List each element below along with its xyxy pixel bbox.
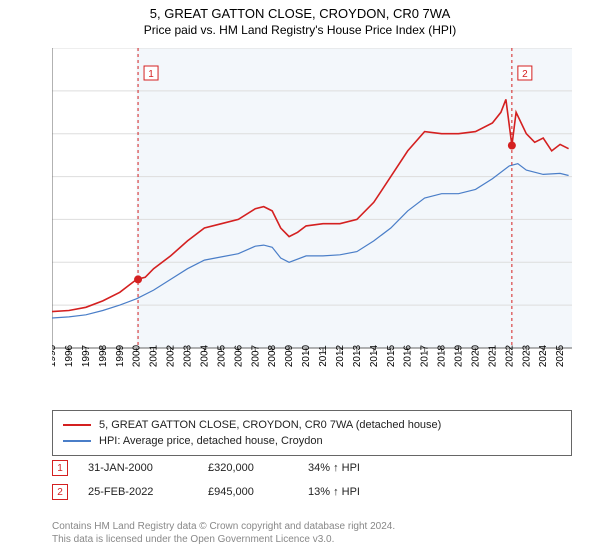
- svg-text:1: 1: [148, 69, 154, 80]
- chart-subtitle: Price paid vs. HM Land Registry's House …: [0, 21, 600, 37]
- svg-text:2013: 2013: [352, 344, 363, 367]
- chart-title: 5, GREAT GATTON CLOSE, CROYDON, CR0 7WA: [0, 0, 600, 21]
- legend-swatch: [63, 440, 91, 442]
- svg-text:1995: 1995: [52, 344, 58, 367]
- svg-text:2021: 2021: [487, 344, 498, 367]
- marker-price: £320,000: [208, 462, 308, 474]
- marker-row: 2 25-FEB-2022 £945,000 13% ↑ HPI: [52, 484, 572, 500]
- marker-badge: 2: [52, 484, 68, 500]
- svg-text:1997: 1997: [81, 344, 92, 367]
- svg-text:2023: 2023: [521, 344, 532, 367]
- legend-row: 5, GREAT GATTON CLOSE, CROYDON, CR0 7WA …: [63, 417, 561, 433]
- svg-text:2016: 2016: [403, 344, 414, 367]
- marker-price: £945,000: [208, 486, 308, 498]
- svg-text:2005: 2005: [216, 344, 227, 367]
- svg-text:1999: 1999: [115, 344, 126, 367]
- svg-text:2018: 2018: [437, 344, 448, 367]
- svg-text:2025: 2025: [555, 344, 566, 367]
- footnote-line: Contains HM Land Registry data © Crown c…: [52, 520, 572, 533]
- svg-text:2003: 2003: [183, 344, 194, 367]
- svg-text:2007: 2007: [250, 344, 261, 367]
- marker-pct: 34% ↑ HPI: [308, 462, 398, 474]
- svg-text:2009: 2009: [284, 344, 295, 367]
- marker-pct: 13% ↑ HPI: [308, 486, 398, 498]
- svg-text:2011: 2011: [318, 345, 329, 367]
- svg-text:2019: 2019: [454, 344, 465, 367]
- legend-label: 5, GREAT GATTON CLOSE, CROYDON, CR0 7WA …: [99, 417, 441, 433]
- svg-text:2001: 2001: [149, 344, 160, 367]
- svg-text:2002: 2002: [166, 344, 177, 367]
- svg-text:2010: 2010: [301, 344, 312, 367]
- footnote: Contains HM Land Registry data © Crown c…: [52, 520, 572, 546]
- legend-row: HPI: Average price, detached house, Croy…: [63, 433, 561, 449]
- marker-date: 31-JAN-2000: [88, 462, 208, 474]
- svg-text:2000: 2000: [132, 344, 143, 367]
- chart-plot: £0£200K£400K£600K£800K£1M£1.2M£1.4M19951…: [52, 48, 572, 368]
- footnote-line: This data is licensed under the Open Gov…: [52, 533, 572, 546]
- svg-text:2020: 2020: [470, 344, 481, 367]
- marker-date: 25-FEB-2022: [88, 486, 208, 498]
- svg-text:2015: 2015: [386, 344, 397, 367]
- svg-text:1998: 1998: [98, 344, 109, 367]
- legend-swatch: [63, 424, 91, 426]
- svg-text:2017: 2017: [420, 344, 431, 367]
- svg-text:2012: 2012: [335, 344, 346, 367]
- svg-text:2: 2: [522, 69, 528, 80]
- legend: 5, GREAT GATTON CLOSE, CROYDON, CR0 7WA …: [52, 410, 572, 456]
- svg-text:2014: 2014: [369, 344, 380, 367]
- svg-text:2022: 2022: [504, 344, 515, 367]
- legend-label: HPI: Average price, detached house, Croy…: [99, 433, 323, 449]
- svg-text:2006: 2006: [233, 344, 244, 367]
- svg-text:2024: 2024: [538, 344, 549, 367]
- svg-text:2004: 2004: [199, 344, 210, 367]
- marker-badge: 1: [52, 460, 68, 476]
- svg-text:1996: 1996: [64, 344, 75, 367]
- svg-text:2008: 2008: [267, 344, 278, 367]
- marker-row: 1 31-JAN-2000 £320,000 34% ↑ HPI: [52, 460, 572, 476]
